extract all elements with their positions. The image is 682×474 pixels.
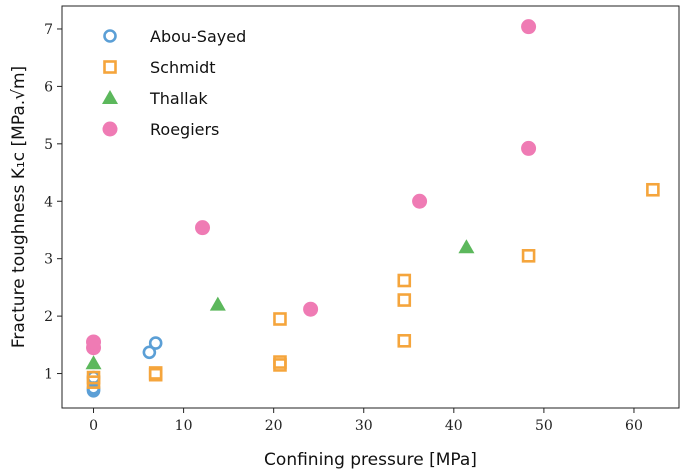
point-roegiers (521, 140, 537, 156)
point-roegiers (412, 193, 428, 209)
point-schmidt (646, 182, 660, 197)
point-schmidt (148, 366, 163, 380)
point-schmidt (273, 355, 287, 369)
point-schmidt (397, 273, 412, 288)
x-tick-label: 50 (535, 418, 553, 434)
y-axis-label: Fracture toughness K₁c [MPa.√m] (9, 66, 29, 348)
x-tick-label: 40 (445, 418, 463, 434)
y-tick-label: 4 (44, 194, 53, 210)
x-tick-label: 10 (175, 418, 193, 434)
point-thallak (209, 296, 226, 311)
point-schmidt (273, 312, 287, 326)
y-axis-ticks: 1 2 3 4 5 6 7 (44, 22, 62, 383)
legend-label-thallak: Thallak (149, 89, 208, 108)
x-axis-ticks: 0 10 20 30 40 50 60 (89, 408, 643, 434)
point-schmidt (397, 334, 412, 348)
y-tick-label: 5 (44, 137, 53, 153)
y-tick-label: 6 (44, 79, 53, 95)
point-roegiers (86, 334, 102, 350)
legend-label-roegiers: Roegiers (150, 120, 219, 139)
x-tick-label: 60 (625, 418, 643, 434)
point-roegiers (521, 19, 537, 35)
data-points (85, 19, 660, 398)
point-schmidt (397, 293, 412, 307)
y-tick-label: 7 (44, 22, 53, 38)
point-schmidt (86, 370, 101, 385)
point-abou-sayed (148, 336, 163, 350)
legend-marker-roegiers (102, 121, 118, 137)
legend: Abou-Sayed Schmidt Thallak Roegiers (102, 27, 246, 139)
point-roegiers (303, 301, 319, 317)
x-tick-label: 0 (89, 418, 98, 434)
x-tick-label: 20 (265, 418, 283, 434)
legend-marker-thallak (102, 90, 118, 104)
legend-marker-abou-sayed (103, 29, 117, 43)
plot-frame (61, 5, 680, 409)
x-tick-label: 30 (355, 418, 373, 434)
legend-label-abou-sayed: Abou-Sayed (150, 27, 246, 46)
point-thallak (85, 355, 102, 370)
y-tick-label: 3 (44, 252, 53, 268)
y-tick-label: 1 (44, 367, 53, 383)
x-axis-label: Confining pressure [MPa] (264, 450, 477, 470)
y-tick-label: 2 (44, 309, 53, 325)
legend-label-schmidt: Schmidt (150, 58, 216, 77)
point-roegiers (195, 220, 211, 236)
point-thallak (458, 239, 475, 254)
point-schmidt (521, 249, 536, 263)
point-abou-sayed (142, 345, 157, 360)
legend-marker-schmidt (103, 60, 117, 74)
